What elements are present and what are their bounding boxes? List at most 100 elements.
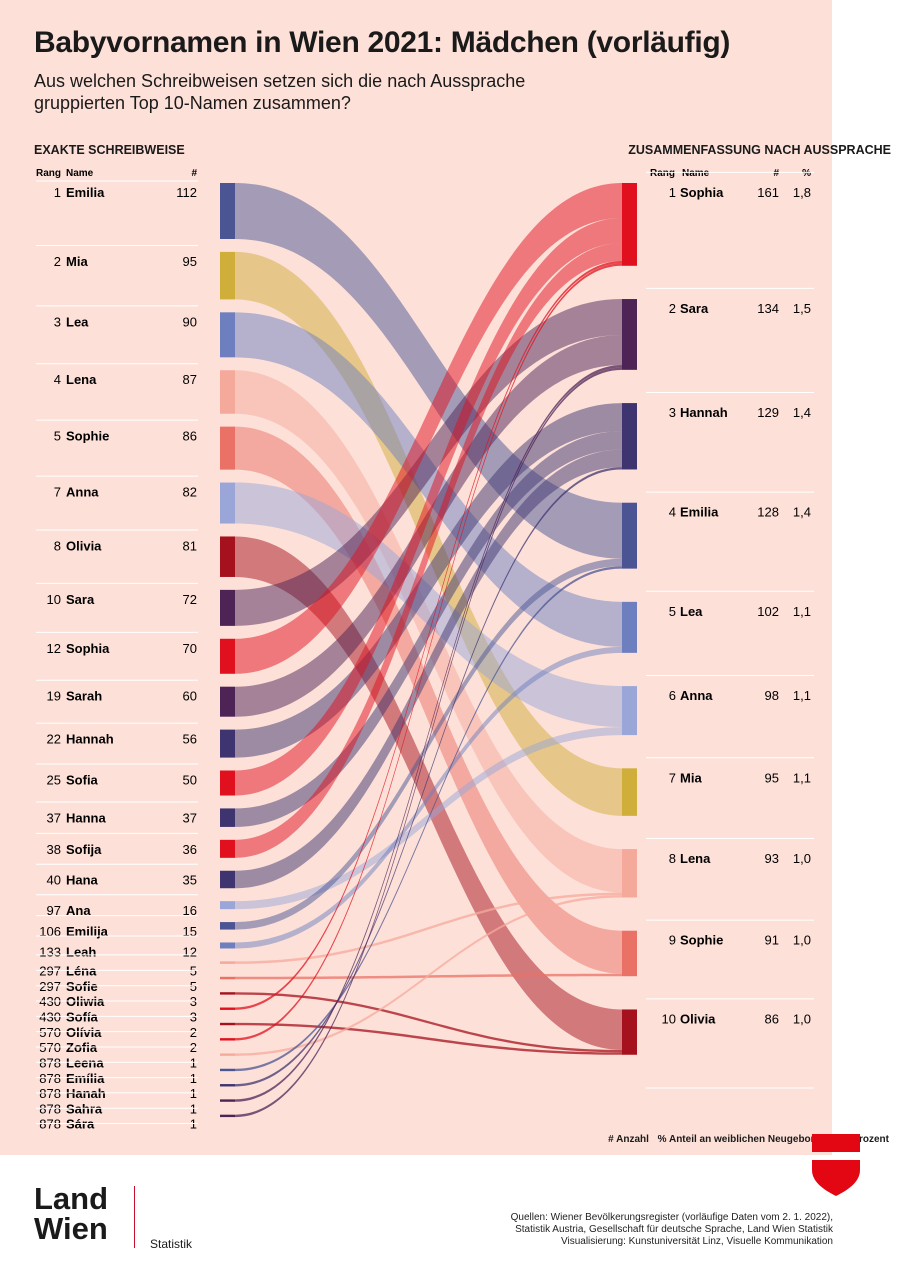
flow-hana-to-hannah	[235, 449, 622, 889]
right-count-lea: 102	[757, 604, 779, 619]
left-name-hana: Hana	[66, 873, 99, 888]
right-pct-header: %	[802, 168, 811, 179]
left-name-lea: Lea	[66, 314, 89, 329]
left-name-emilia: Emilia	[66, 185, 105, 200]
right-count-olivia: 86	[765, 1011, 779, 1026]
left-count-anna: 82	[183, 485, 197, 500]
right-name-sophia: Sophia	[680, 185, 724, 200]
left-name-sofia: Sofía	[66, 1010, 99, 1025]
flow-bands	[235, 183, 622, 1118]
right-bar-lea	[622, 601, 637, 653]
left-count-sophie: 86	[183, 429, 197, 444]
left-name-sara: Sara	[66, 592, 95, 607]
right-pct-sophie: 1,0	[793, 933, 811, 948]
right-rank-olivia: 10	[662, 1011, 676, 1026]
left-rank-sofia: 430	[39, 1010, 61, 1025]
right-rank-lea: 5	[669, 604, 676, 619]
count-legend: # Anzahl	[608, 1134, 649, 1145]
left-bar-ana	[220, 901, 235, 910]
right-pct-anna: 1,1	[793, 688, 811, 703]
left-rank-sophia: 12	[47, 641, 61, 656]
right-name-lena: Lena	[680, 851, 711, 866]
left-name-sofija: Sofija	[66, 842, 102, 857]
left-rank-sara: 878	[39, 1117, 61, 1132]
left-rank-emilia: 1	[54, 185, 61, 200]
right-rank-header: Rang	[650, 168, 675, 179]
right-bar-sophie	[622, 930, 637, 977]
left-name-anna: Anna	[66, 485, 99, 500]
right-count-sophie: 91	[765, 933, 779, 948]
right-pct-sara: 1,5	[793, 301, 811, 316]
left-name-sofia: Sofia	[66, 773, 99, 788]
left-bar-hannah	[220, 729, 235, 758]
left-name-emilija: Emilija	[66, 924, 109, 939]
left-bar-zofia	[220, 1038, 235, 1041]
sources-line-1: Quellen: Wiener Bevölkerungsregister (vo…	[510, 1212, 833, 1223]
left-rank-sophie: 5	[54, 429, 61, 444]
flow-sofia-to-sophia	[235, 218, 622, 796]
flow-hanah-to-hannah	[235, 467, 622, 1087]
flow-olivia-to-olivia	[235, 536, 622, 1050]
flow-hannah-to-hannah	[235, 403, 622, 758]
left-rank-ana: 97	[47, 903, 61, 918]
left-rank-lea: 3	[54, 314, 61, 329]
left-name-sahra: Sahra	[66, 1101, 103, 1116]
left-name-hannah: Hannah	[66, 732, 114, 747]
left-count-hannah: 56	[183, 732, 197, 747]
left-rank-header: Rang	[36, 168, 61, 179]
logo-line-1: Land	[34, 1181, 109, 1216]
right-count-mia: 95	[765, 770, 779, 785]
left-count-hanna: 37	[183, 810, 197, 825]
right-rank-sophie: 9	[669, 933, 676, 948]
left-rank-lena: 4	[54, 372, 61, 387]
left-count-hana: 35	[183, 873, 197, 888]
right-count-lena: 93	[765, 851, 779, 866]
flow-leah-to-lea	[235, 646, 622, 949]
left-bar-lea	[220, 312, 235, 358]
right-count-sophia: 161	[757, 185, 779, 200]
right-count-sara: 134	[757, 301, 779, 316]
page-title: Babyvornamen in Wien 2021: Mädchen (vorl…	[34, 26, 731, 59]
left-bar-leah	[220, 942, 235, 949]
right-bar-sara	[622, 299, 637, 370]
left-count-sara: 1	[190, 1117, 197, 1132]
left-name-hanah: Hanah	[66, 1086, 106, 1101]
right-pct-lena: 1,0	[793, 851, 811, 866]
flow-sarah-to-sara	[235, 335, 622, 717]
left-count-lena: 5	[190, 963, 197, 978]
flow-zofia-to-sophia	[235, 263, 622, 1041]
left-bar-hanah	[220, 1084, 235, 1087]
left-rank-olivia: 570	[39, 1025, 61, 1040]
right-count-header: #	[773, 168, 779, 179]
left-count-mia: 95	[183, 254, 197, 269]
flow-lena-to-lena	[235, 892, 622, 964]
left-count-oliwia: 3	[190, 994, 197, 1009]
pct-legend: % Anteil an weiblichen Neugeborenen in P…	[657, 1134, 889, 1145]
left-name-hanna: Hanna	[66, 810, 107, 825]
left-rank-sofia: 25	[47, 773, 61, 788]
right-name-hannah: Hannah	[680, 405, 728, 420]
left-name-sarah: Sarah	[66, 689, 102, 704]
left-name-sophia: Sophia	[66, 641, 110, 656]
right-pct-emilia: 1,4	[793, 505, 811, 520]
left-name-lena: Lena	[66, 372, 97, 387]
left-bar-sofia	[220, 770, 235, 796]
left-name-leah: Leah	[66, 944, 96, 959]
left-name-sara: Sára	[66, 1117, 95, 1132]
flow-sophie-to-sophie	[235, 426, 622, 974]
right-name-emilia: Emilia	[680, 505, 719, 520]
left-name-leena: Leena	[66, 1055, 104, 1070]
left-bar-sarah	[220, 686, 235, 717]
logo-subtitle: Statistik	[150, 1237, 193, 1251]
left-rank-sofie: 297	[39, 979, 61, 994]
right-bar-olivia	[622, 1009, 637, 1055]
left-bar-sofija	[220, 839, 235, 858]
flow-oliwia-to-olivia	[235, 992, 622, 1053]
left-rank-emilia: 878	[39, 1071, 61, 1086]
right-bar-mia	[622, 768, 637, 816]
right-count-hannah: 129	[757, 405, 779, 420]
left-section-heading: EXAKTE SCHREIBWEISE	[34, 143, 185, 157]
flow-sophia-to-sophia	[235, 183, 622, 674]
left-bar-hana	[220, 870, 235, 889]
